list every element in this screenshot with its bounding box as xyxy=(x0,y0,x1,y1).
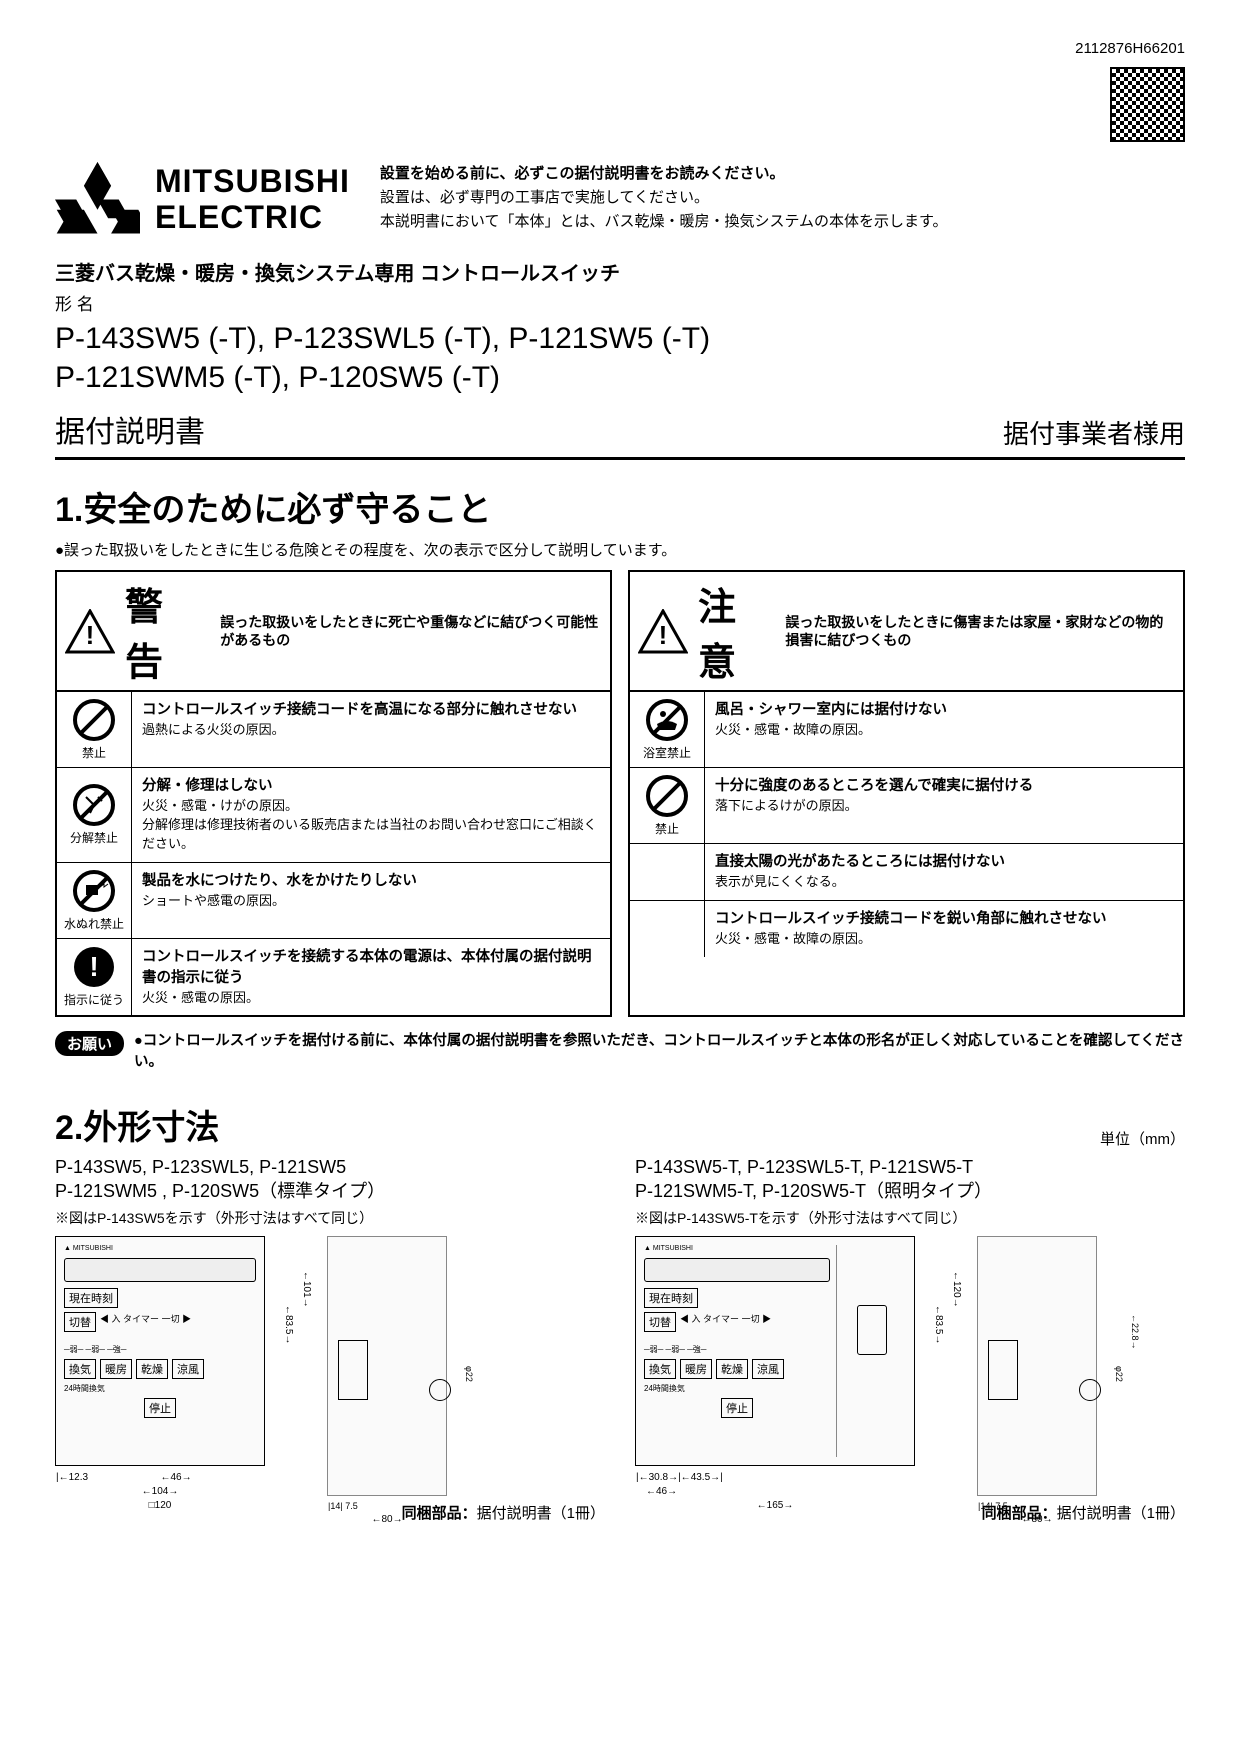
section2-heading-row: 2.外形寸法 単位（mm） xyxy=(55,1100,1185,1149)
dim-models-light: P-143SW5-T, P-123SWL5-T, P-121SW5-T P-12… xyxy=(635,1155,1185,1204)
safety-tables: ! 警告 誤った取扱いをしたときに死亡や重傷などに結びつく可能性があるもの 禁止… xyxy=(55,570,1185,1017)
warn-text: コントロールスイッチを接続する本体の電源は、本体付属の据付説明書の指示に従う火災… xyxy=(131,939,610,1016)
no-disassemble-icon: 分解禁止 xyxy=(57,768,131,862)
icon-spacer xyxy=(630,901,704,957)
dim-column-light: P-143SW5-T, P-123SWL5-T, P-121SW5-T P-12… xyxy=(635,1155,1185,1523)
section2-heading: 2.外形寸法 xyxy=(55,1100,219,1149)
warning-item: 分解禁止分解・修理はしない火災・感電・けがの原因。分解修理は修理技術者のいる販売… xyxy=(57,768,610,863)
warn-text: 十分に強度のあるところを選んで確実に据付ける落下によるけがの原因。 xyxy=(704,768,1183,843)
caution-word: 注意 xyxy=(698,576,775,686)
dim-side-std: φ22 |14| 7.5 ←80→ xyxy=(327,1236,447,1496)
caution-item: 浴室禁止風呂・シャワー室内には据付けない火災・感電・故障の原因。 xyxy=(630,692,1183,768)
request-text: ●コントロールスイッチを据付ける前に、本体付属の据付説明書を参照いただき、コント… xyxy=(134,1031,1185,1072)
prohibit-icon: 禁止 xyxy=(630,768,704,843)
warning-triangle-icon: ! xyxy=(65,609,115,654)
dim-note-std: ※図はP-143SW5を示す（外形寸法はすべて同じ） xyxy=(55,1208,605,1228)
brand-text: MITSUBISHI ELECTRIC xyxy=(155,164,350,234)
dim-diagram-std: ▲ MITSUBISHI 現在時刻 切替 ◀ 入 タイマー 一切 ▶ ─弱─ ─… xyxy=(55,1236,605,1496)
prohibit-icon: 禁止 xyxy=(57,692,131,767)
warning-table: ! 警告 誤った取扱いをしたときに死亡や重傷などに結びつく可能性があるもの 禁止… xyxy=(55,570,612,1017)
mitsubishi-diamonds-icon xyxy=(55,162,140,237)
section1-heading: 1.安全のために必ず守ること xyxy=(55,482,1185,531)
no-bath-icon: 浴室禁止 xyxy=(630,692,704,767)
request-row: お願い ●コントロールスイッチを据付ける前に、本体付属の据付説明書を参照いただき… xyxy=(55,1031,1185,1072)
warn-text: 分解・修理はしない火災・感電・けがの原因。分解修理は修理技術者のいる販売店または… xyxy=(131,768,610,862)
caution-table: ! 注意 誤った取扱いをしたときに傷害または家屋・家財などの物的損害に結びつくも… xyxy=(628,570,1185,1017)
warning-item: !指示に従うコントロールスイッチを接続する本体の電源は、本体付属の据付説明書の指… xyxy=(57,939,610,1016)
warn-text: コントロールスイッチ接続コードを高温になる部分に触れさせない過熱による火災の原因… xyxy=(131,692,610,767)
title-row: 据付説明書 据付事業者様用 xyxy=(55,407,1185,460)
model-numbers: P-143SW5 (-T), P-123SWL5 (-T), P-121SW5 … xyxy=(55,319,1185,397)
caution-item: コントロールスイッチ接続コードを鋭い角部に触れさせない火災・感電・故障の原因。 xyxy=(630,901,1183,957)
svg-text:!: ! xyxy=(659,620,668,650)
warning-item: 禁止コントロールスイッチ接続コードを高温になる部分に触れさせない過熱による火災の… xyxy=(57,692,610,768)
dimension-columns: P-143SW5, P-123SWL5, P-121SW5 P-121SWM5 … xyxy=(55,1155,1185,1523)
intro-text: 設置を始める前に、必ずこの据付説明書をお読みください。 設置は、必ず専門の工事店… xyxy=(380,162,1185,234)
dim-models-std: P-143SW5, P-123SWL5, P-121SW5 P-121SWM5 … xyxy=(55,1155,605,1204)
qr-code xyxy=(1110,67,1185,142)
brand-logo: MITSUBISHI ELECTRIC xyxy=(55,162,350,237)
dim-column-standard: P-143SW5, P-123SWL5, P-121SW5 P-121SWM5 … xyxy=(55,1155,605,1523)
product-line: 三菱バス乾燥・暖房・換気システム専用 コントロールスイッチ xyxy=(55,257,1185,286)
no-water-icon: 水ぬれ禁止 xyxy=(57,863,131,938)
section1-intro: ●誤った取扱いをしたときに生じる危険とその程度を、次の表示で区分して説明していま… xyxy=(55,539,1185,560)
audience: 据付事業者様用 xyxy=(1003,414,1185,451)
dim-note-light: ※図はP-143SW5-Tを示す（外形寸法はすべて同じ） xyxy=(635,1208,1185,1228)
document-title: 据付説明書 xyxy=(55,407,205,451)
follow-icon: !指示に従う xyxy=(57,939,131,1016)
warn-text: 製品を水につけたり、水をかけたりしないショートや感電の原因。 xyxy=(131,863,610,938)
warn-text: 風呂・シャワー室内には据付けない火災・感電・故障の原因。 xyxy=(704,692,1183,767)
header: MITSUBISHI ELECTRIC 設置を始める前に、必ずこの据付説明書をお… xyxy=(55,162,1185,237)
warning-item: 水ぬれ禁止製品を水につけたり、水をかけたりしないショートや感電の原因。 xyxy=(57,863,610,939)
icon-spacer xyxy=(630,844,704,900)
dim-diagram-light: ▲ MITSUBISHI 現在時刻 切替 ◀ 入 タイマー 一切 ▶ ─弱─ ─… xyxy=(635,1236,1185,1496)
caution-item: 直接太陽の光があたるところには据付けない表示が見にくくなる。 xyxy=(630,844,1183,901)
warn-text: 直接太陽の光があたるところには据付けない表示が見にくくなる。 xyxy=(704,844,1183,900)
svg-text:!: ! xyxy=(86,620,95,650)
document-number: 2112876H66201 xyxy=(55,40,1185,57)
caution-desc: 誤った取扱いをしたときに傷害または家屋・家財などの物的損害に結びつくもの xyxy=(785,613,1175,649)
warning-desc: 誤った取扱いをしたときに死亡や重傷などに結びつく可能性があるもの xyxy=(220,613,602,649)
request-badge: お願い xyxy=(55,1031,124,1056)
warn-text: コントロールスイッチ接続コードを鋭い角部に触れさせない火災・感電・故障の原因。 xyxy=(704,901,1183,957)
unit-label: 単位（mm） xyxy=(1100,1128,1185,1149)
form-label: 形 名 xyxy=(55,290,1185,315)
warning-word: 警告 xyxy=(125,576,210,686)
dim-side-light: φ22 ←22.8→ |14| 7.5 ←80→ xyxy=(977,1236,1097,1496)
caution-triangle-icon: ! xyxy=(638,609,688,654)
caution-item: 禁止十分に強度のあるところを選んで確実に据付ける落下によるけがの原因。 xyxy=(630,768,1183,844)
svg-text:!: ! xyxy=(89,951,98,982)
